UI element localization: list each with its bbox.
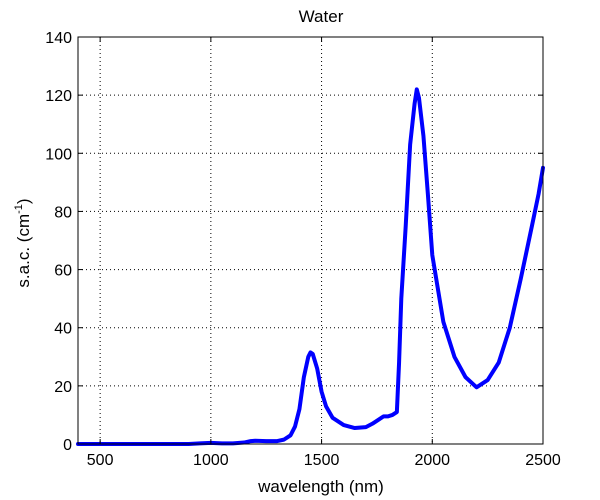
y-tick-label: 100 bbox=[45, 146, 72, 163]
y-tick-labels: 0 20 40 60 80 100 120 140 bbox=[45, 30, 72, 454]
x-tick-label: 1500 bbox=[304, 452, 340, 469]
y-axis-title-close: ) bbox=[14, 198, 33, 204]
chart-title: Water bbox=[299, 7, 344, 26]
y-tick-label: 120 bbox=[45, 88, 72, 105]
y-axis-title-superscript: -1 bbox=[13, 204, 25, 214]
series-line bbox=[76, 87, 545, 446]
axis-ticks bbox=[78, 36, 544, 445]
grid-lines bbox=[78, 37, 543, 444]
y-tick-label: 60 bbox=[54, 263, 72, 280]
y-axis-title-main: s.a.c. (cm bbox=[14, 214, 33, 288]
y-tick-label: 20 bbox=[54, 379, 72, 396]
y-tick-label: 0 bbox=[63, 437, 72, 454]
y-tick-label: 80 bbox=[54, 204, 72, 221]
x-tick-labels: 500 1000 1500 2000 2500 bbox=[87, 452, 561, 469]
x-tick-label: 1000 bbox=[193, 452, 229, 469]
x-tick-label: 500 bbox=[87, 452, 114, 469]
plot-frame bbox=[77, 36, 544, 445]
plot-area bbox=[76, 87, 545, 446]
x-tick-label: 2500 bbox=[525, 452, 561, 469]
x-axis-title: wavelength (nm) bbox=[257, 477, 384, 496]
y-axis-title: s.a.c. (cm-1) bbox=[13, 198, 33, 287]
y-tick-label: 40 bbox=[54, 321, 72, 338]
x-tick-label: 2000 bbox=[414, 452, 450, 469]
y-tick-label: 140 bbox=[45, 30, 72, 47]
